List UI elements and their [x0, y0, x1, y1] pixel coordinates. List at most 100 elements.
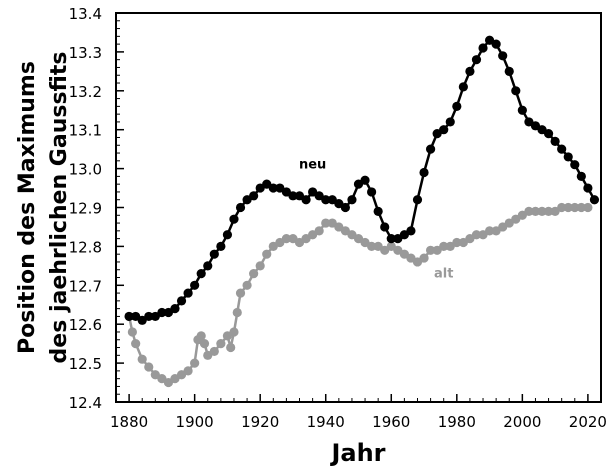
data-point-neu	[576, 171, 586, 181]
data-point-neu	[367, 187, 377, 197]
data-point-neu	[406, 226, 416, 236]
data-point-neu	[157, 307, 167, 318]
data-point-neu	[543, 128, 554, 139]
series-neu: neu	[124, 35, 600, 325]
x-tick-label: 1920	[241, 413, 279, 431]
y-tick-label: 12.6	[69, 316, 102, 334]
data-point-alt	[576, 202, 586, 213]
data-point-neu	[386, 234, 396, 244]
data-point-neu	[458, 82, 468, 92]
y-tick-label: 13.4	[69, 5, 102, 23]
y-tick-label: 12.5	[69, 355, 102, 373]
data-point-alt	[452, 237, 462, 248]
data-point-alt	[524, 206, 534, 216]
data-point-neu	[144, 311, 154, 322]
data-point-neu	[268, 183, 278, 193]
x-tick-label: 1980	[438, 413, 476, 431]
data-point-neu	[176, 296, 187, 306]
series-alt: alt	[124, 202, 593, 388]
data-point-alt	[226, 342, 236, 353]
x-tick-label: 2000	[503, 413, 541, 431]
data-point-neu	[583, 183, 593, 193]
data-point-neu	[222, 230, 233, 240]
data-point-alt	[196, 331, 206, 341]
data-point-neu	[425, 144, 436, 154]
data-point-neu	[235, 202, 246, 213]
y-tick-label: 12.7	[69, 277, 102, 295]
data-point-alt	[199, 339, 210, 349]
data-point-alt	[183, 366, 193, 376]
data-point-alt	[570, 202, 580, 213]
data-point-neu	[445, 117, 455, 127]
data-point-alt	[314, 226, 324, 236]
data-point-alt	[543, 206, 554, 216]
data-point-neu	[301, 195, 311, 205]
y-tick-label: 13.1	[69, 122, 102, 140]
data-point-alt	[583, 202, 593, 213]
data-point-neu	[498, 51, 508, 61]
data-point-alt	[321, 218, 331, 228]
data-point-neu	[183, 288, 193, 298]
data-point-neu	[511, 86, 521, 96]
data-point-neu	[439, 125, 449, 135]
x-tick-label: 2020	[569, 413, 607, 431]
y-tick-label: 13.3	[69, 44, 102, 62]
data-point-neu	[557, 144, 567, 154]
data-point-alt	[484, 226, 495, 236]
data-point-neu	[517, 105, 527, 115]
data-point-alt	[232, 307, 242, 318]
data-point-alt	[471, 230, 482, 240]
data-point-alt	[262, 249, 272, 259]
data-point-alt	[229, 327, 239, 337]
x-axis-title: Jahr	[329, 439, 385, 467]
data-point-alt	[255, 261, 265, 271]
data-point-alt	[537, 206, 547, 216]
data-point-neu	[229, 214, 239, 224]
data-point-neu	[190, 280, 200, 290]
data-point-alt	[235, 288, 246, 298]
y-tick-label: 13.2	[69, 83, 102, 101]
data-point-neu	[471, 55, 482, 65]
data-point-neu	[124, 311, 134, 322]
data-point-alt	[367, 241, 377, 251]
data-point-neu	[380, 222, 390, 232]
y-axis-title-line-2: des jaehrlichen Gaussfits	[47, 52, 72, 364]
data-point-neu	[203, 261, 213, 271]
data-point-alt	[557, 202, 567, 213]
y-tick-label: 12.4	[69, 394, 102, 412]
data-point-neu	[504, 66, 514, 76]
data-point-alt	[530, 206, 541, 216]
data-point-alt	[419, 253, 429, 263]
data-point-neu	[321, 195, 331, 205]
data-point-neu	[249, 191, 259, 201]
series-label-neu: neu	[299, 158, 326, 173]
x-tick-label: 1960	[372, 413, 410, 431]
data-point-alt	[242, 280, 252, 290]
data-point-neu	[347, 195, 357, 205]
data-point-alt	[425, 245, 436, 255]
y-tick-label: 12.8	[69, 238, 102, 256]
data-point-neu	[360, 175, 370, 185]
data-point-alt	[209, 346, 219, 357]
data-point-neu	[589, 195, 600, 205]
data-point-alt	[563, 202, 573, 213]
y-tick-label: 12.9	[69, 200, 102, 218]
data-point-alt	[190, 358, 200, 368]
data-point-neu	[550, 136, 560, 146]
data-point-neu	[196, 269, 206, 279]
data-point-neu	[563, 152, 573, 162]
data-point-neu	[340, 202, 350, 213]
data-point-alt	[281, 234, 292, 244]
data-point-alt	[249, 269, 259, 279]
data-point-neu	[570, 160, 580, 170]
axis-ticks: 1880 1900 1920 1940 1960 1980 2000 2020 12.4 12.5…	[69, 5, 607, 431]
data-point-neu	[478, 43, 488, 53]
data-point-neu	[491, 39, 501, 49]
x-tick-label: 1940	[307, 413, 345, 431]
data-point-alt	[144, 362, 154, 372]
y-tick-label: 13.0	[69, 161, 102, 179]
data-point-neu	[465, 66, 475, 76]
data-point-neu	[209, 249, 219, 259]
data-point-neu	[170, 304, 180, 314]
